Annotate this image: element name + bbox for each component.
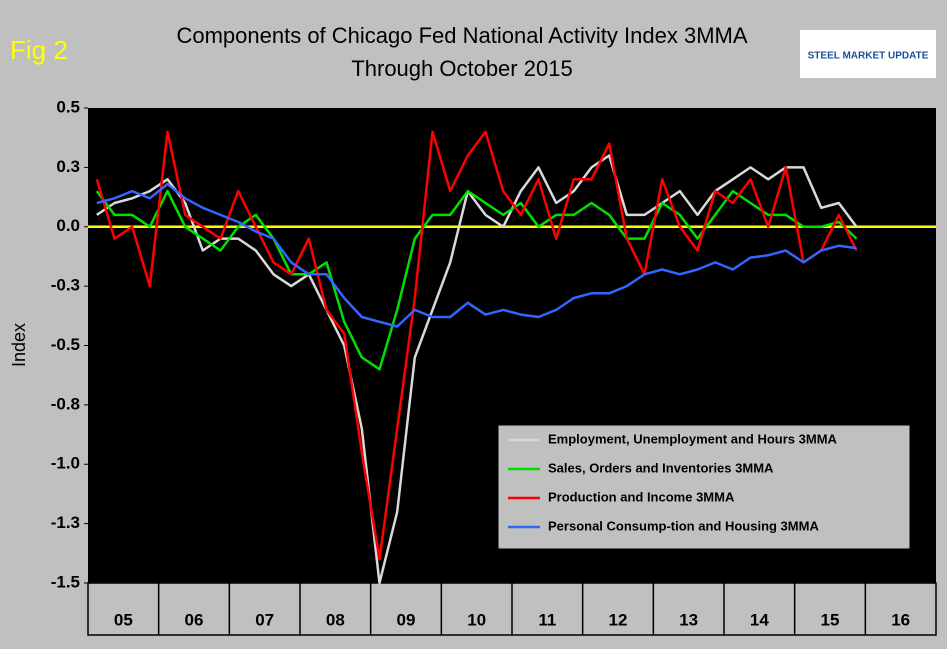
x-tick-label: 06	[185, 610, 204, 629]
series-line	[95, 130, 858, 561]
series-line	[95, 189, 858, 371]
y-tick-label: -0.8	[51, 394, 80, 413]
legend-label: Personal Consump-tion and Housing 3MMA	[548, 518, 819, 533]
fig-label: Fig 2	[10, 35, 68, 65]
chart-title: Components of Chicago Fed National Activ…	[176, 23, 747, 48]
x-tick-label: 14	[750, 610, 769, 629]
x-tick-label: 11	[538, 610, 556, 629]
y-tick-label: -0.3	[51, 276, 80, 295]
y-axis-label: Index	[9, 323, 29, 367]
x-tick-label: 07	[255, 610, 274, 629]
legend-box	[497, 424, 911, 550]
series-line	[96, 154, 858, 585]
y-tick-label: 0.3	[56, 157, 80, 176]
y-tick-label: 0.5	[56, 97, 80, 116]
legend-label: Production and Income 3MMA	[548, 489, 735, 504]
chart-subtitle: Through October 2015	[351, 56, 572, 81]
logo-box	[800, 30, 936, 78]
x-tick-label: 08	[326, 610, 345, 629]
x-tick-label: 15	[821, 610, 840, 629]
legend-label: Employment, Unemployment and Hours 3MMA	[548, 431, 838, 446]
y-tick-label: -1.0	[51, 454, 80, 473]
logo: STEEL MARKET UPDATE	[808, 51, 929, 62]
x-tick-label: 13	[679, 610, 698, 629]
x-tick-label: 10	[467, 610, 486, 629]
x-tick-label: 16	[891, 610, 910, 629]
y-tick-label: 0.0	[56, 216, 80, 235]
x-tick-label: 05	[114, 610, 133, 629]
y-tick-label: -0.5	[51, 335, 80, 354]
y-tick-label: -1.5	[51, 572, 80, 591]
y-tick-label: -1.3	[51, 513, 80, 532]
series-line	[96, 182, 857, 328]
x-tick-label: 12	[609, 610, 628, 629]
legend-label: Sales, Orders and Inventories 3MMA	[548, 460, 774, 475]
x-tick-label: 09	[397, 610, 416, 629]
